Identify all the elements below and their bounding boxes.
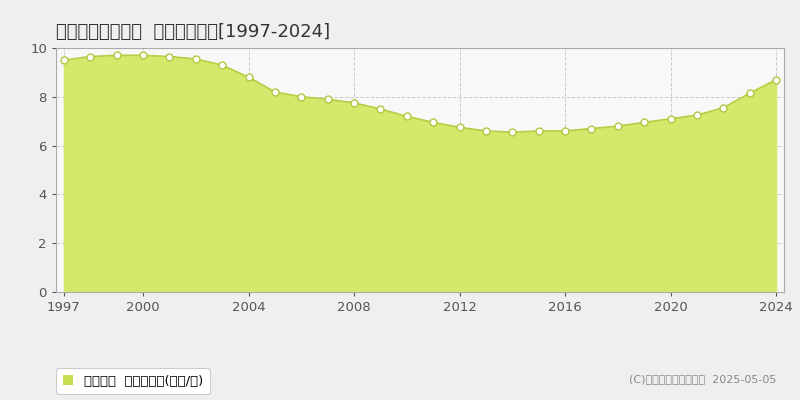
Point [743, 90, 756, 96]
Point [690, 112, 703, 118]
Point [190, 56, 202, 62]
Point [242, 74, 255, 80]
Point [638, 119, 650, 126]
Point [58, 57, 70, 63]
Point [295, 94, 308, 100]
Point [374, 106, 387, 112]
Point [216, 62, 229, 68]
Text: 仙台市泉区根白石  基準地価推移[1997-2024]: 仙台市泉区根白石 基準地価推移[1997-2024] [56, 23, 330, 41]
Text: (C)土地価格ドットコム  2025-05-05: (C)土地価格ドットコム 2025-05-05 [629, 374, 776, 384]
Point [611, 123, 624, 129]
Point [84, 53, 97, 60]
Point [348, 100, 361, 106]
Point [506, 129, 518, 135]
Point [110, 52, 123, 58]
Point [717, 104, 730, 111]
Point [479, 128, 492, 134]
Point [163, 53, 176, 60]
Point [532, 128, 545, 134]
Point [770, 76, 782, 83]
Point [558, 128, 571, 134]
Point [664, 116, 677, 122]
Point [585, 125, 598, 132]
Point [322, 96, 334, 102]
Legend: 基準地価  平均坪単価(万円/坪): 基準地価 平均坪単価(万円/坪) [56, 368, 210, 394]
Point [426, 119, 439, 126]
Point [137, 52, 150, 58]
Point [269, 89, 282, 95]
Point [453, 124, 466, 130]
Point [401, 113, 414, 120]
